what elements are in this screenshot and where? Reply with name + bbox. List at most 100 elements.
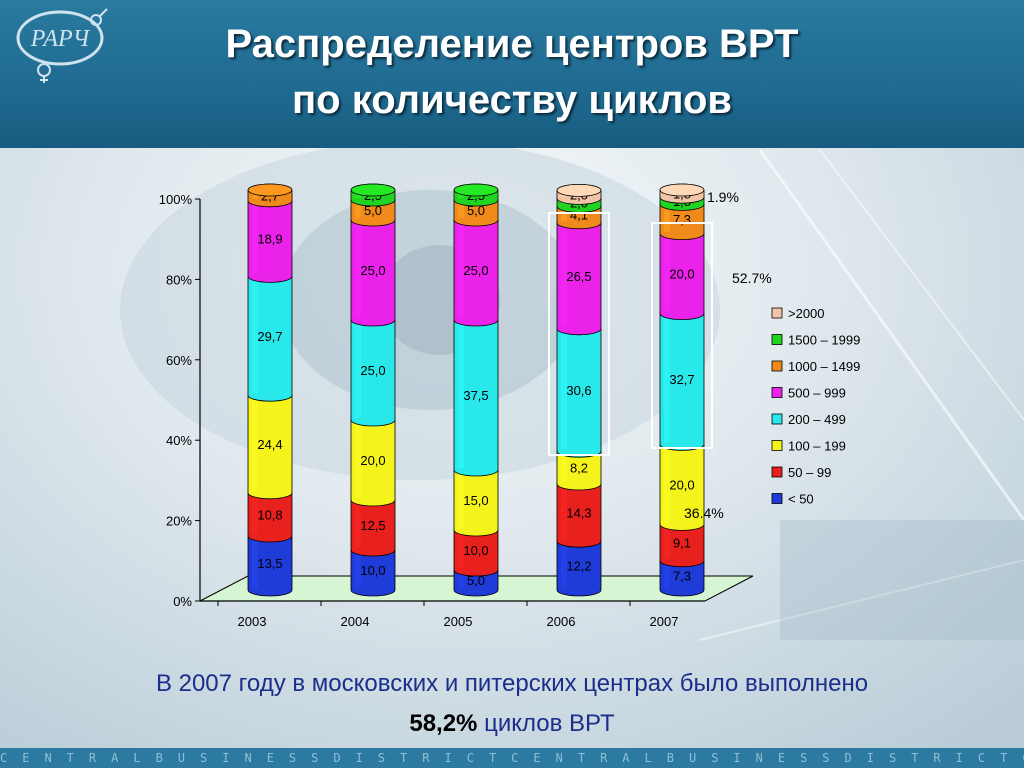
bar-segment-highlight <box>664 315 670 443</box>
bar-segment-highlight <box>458 322 464 468</box>
legend-swatch <box>771 307 783 319</box>
y-tick-label: 100% <box>159 192 193 207</box>
legend-swatch <box>771 360 783 372</box>
caption-value: 58,2% <box>409 710 478 737</box>
bar-segment-highlight <box>355 502 361 548</box>
bar-segment-highlight <box>561 208 567 221</box>
bar-segment-highlight <box>458 532 464 568</box>
caption-line-1: В 2007 году в московских и питерских цен… <box>155 670 869 697</box>
bar-segment-highlight <box>252 278 258 394</box>
data-label: 13,5 <box>257 556 282 571</box>
data-label: 12,5 <box>360 518 385 533</box>
data-label: 32,7 <box>669 372 694 387</box>
data-label: 12,2 <box>566 559 591 574</box>
data-label: 8,2 <box>570 461 588 476</box>
legend-label: 50 – 99 <box>788 465 831 480</box>
slide-title-line-1: Распределение центров ВРТ <box>225 22 799 66</box>
caption-line-2: 58,2% циклов ВРТ <box>0 710 1024 738</box>
bar-segment-highlight <box>561 486 567 540</box>
data-label: 10,0 <box>360 563 385 578</box>
legend-swatch <box>771 387 783 398</box>
bar-segment-highlight <box>458 222 464 318</box>
data-label: 9,1 <box>673 536 691 551</box>
bar-segment-highlight <box>355 322 361 418</box>
chart-annotation: 52.7% <box>732 270 772 286</box>
bar-segment-highlight <box>355 422 361 498</box>
bar-segment-highlight <box>458 202 464 218</box>
bar-cap <box>453 183 499 197</box>
footer-band: CENTRALBUSINESSDISTRICTCENTRALBUSINESSDI… <box>0 748 1024 768</box>
data-label: 18,9 <box>257 232 282 247</box>
bar-segment-highlight <box>355 552 361 588</box>
bar-segment-highlight <box>561 224 567 327</box>
bar-cap <box>247 183 293 197</box>
data-label: 7,3 <box>673 568 691 583</box>
legend-label: 200 – 499 <box>788 412 846 427</box>
legend-label: 500 – 999 <box>788 386 846 401</box>
highlight-box <box>651 222 713 449</box>
data-label: 20,0 <box>360 453 385 468</box>
bar-segment-highlight <box>664 526 670 559</box>
data-label: 25,0 <box>463 263 488 278</box>
bar-segment-highlight <box>355 222 361 318</box>
legend-swatch <box>771 334 783 345</box>
bar-segment-highlight <box>561 543 567 588</box>
x-tick-label: 2004 <box>341 614 370 629</box>
data-label: 25,0 <box>360 263 385 278</box>
bar-segment-highlight <box>664 206 670 232</box>
legend-swatch <box>771 440 783 451</box>
chart-annotation: 1.9% <box>707 189 739 205</box>
bar-segment-highlight <box>252 397 258 491</box>
bar-segment-highlight <box>664 562 670 588</box>
caption-rest: циклов ВРТ <box>477 710 615 737</box>
bar-segment-highlight <box>252 202 258 275</box>
bar-segment-highlight <box>561 330 567 450</box>
header-band <box>0 0 1024 148</box>
data-label: 7,3 <box>673 212 691 227</box>
data-label: 20,0 <box>669 267 694 282</box>
slide-title-line-2: по количеству циклов <box>292 78 732 122</box>
rarch-logo: РАРЧ <box>16 8 108 83</box>
svg-text:РАРЧ: РАРЧ <box>30 26 91 52</box>
data-label: 20,0 <box>669 477 694 492</box>
bar-cap <box>659 183 705 197</box>
data-label: 5,0 <box>467 573 485 588</box>
legend-swatch <box>771 413 783 425</box>
bar-segment-highlight <box>664 446 670 523</box>
legend-label: >2000 <box>788 306 825 321</box>
highlight-box <box>548 212 610 456</box>
bar-segment-highlight <box>458 472 464 528</box>
bar-segment-highlight <box>664 235 670 312</box>
data-label: 24,4 <box>257 437 282 452</box>
data-label: 10,8 <box>257 507 282 522</box>
legend-swatch <box>771 493 783 504</box>
y-tick-label: 20% <box>166 514 192 529</box>
legend-label: 1000 – 1499 <box>788 359 860 374</box>
y-tick-label: 0% <box>173 594 192 609</box>
y-tick-label: 60% <box>166 353 192 368</box>
data-label: 10,0 <box>463 543 488 558</box>
bar-cap <box>350 183 396 197</box>
legend-label: 1500 – 1999 <box>788 333 860 348</box>
x-tick-label: 2003 <box>238 614 267 629</box>
legend-label: < 50 <box>788 492 814 507</box>
x-tick-label: 2006 <box>547 614 576 629</box>
bar-segment-highlight <box>458 572 464 588</box>
bar-segment-highlight <box>252 538 258 588</box>
data-label: 14,3 <box>566 506 591 521</box>
data-label: 30,6 <box>566 383 591 398</box>
x-tick-label: 2005 <box>444 614 473 629</box>
data-label: 5,0 <box>467 203 485 218</box>
bar-segment-highlight <box>355 202 361 218</box>
legend-swatch <box>771 466 783 478</box>
data-label: 29,7 <box>257 329 282 344</box>
bar-segment-highlight <box>355 192 361 198</box>
data-label: 15,0 <box>463 493 488 508</box>
bar-segment-highlight <box>458 192 464 198</box>
x-tick-label: 2007 <box>650 614 679 629</box>
chart-annotation: 36.4% <box>684 505 724 521</box>
y-tick-label: 80% <box>166 272 192 287</box>
data-label: 37,5 <box>463 388 488 403</box>
data-label: 5,0 <box>364 203 382 218</box>
